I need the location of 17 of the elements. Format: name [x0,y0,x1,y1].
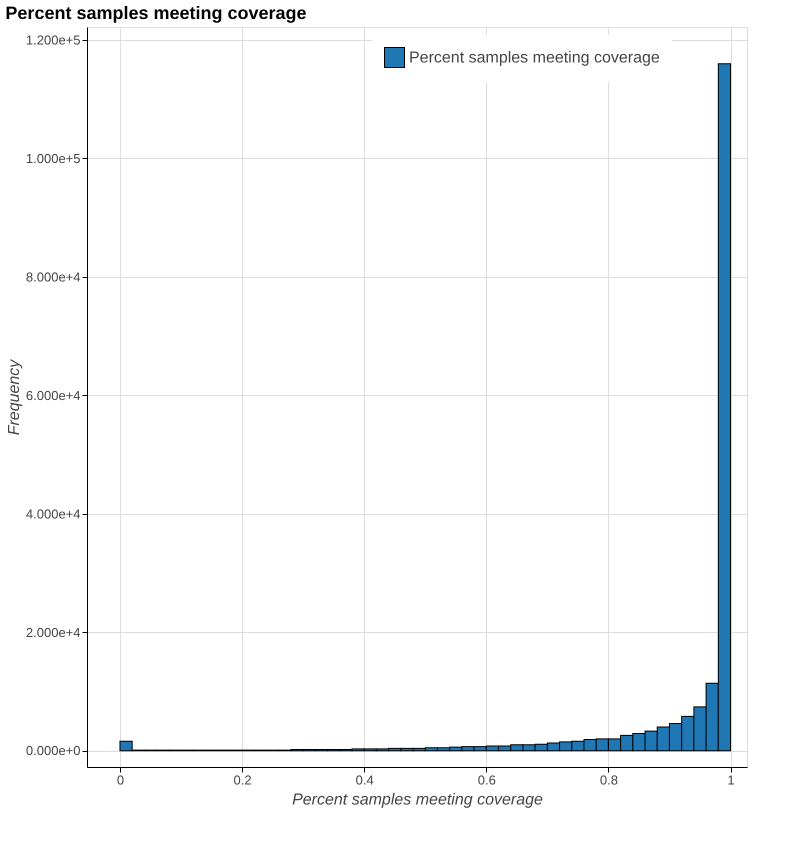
x-tick-label: 0.2 [234,772,252,788]
x-tick-label: 0.4 [356,772,374,788]
y-tick-label: 0.000e+0 [26,743,80,758]
x-axis-title: Percent samples meeting coverage [292,792,543,808]
x-tick-label: 0 [116,772,124,788]
x-tick-label: 0.6 [478,772,496,788]
y-tick-label: 1.000e+5 [26,150,80,166]
y-tick-label: 4.000e+4 [26,506,80,522]
y-tick-label: 6.000e+4 [26,388,80,403]
y-tick-label: 8.000e+4 [26,269,80,284]
y-axis-title: Frequency [6,358,23,436]
x-tick-label: 1 [727,772,735,788]
x-tick-label: 0.8 [600,772,618,788]
chart-title: Percent samples meeting coverage [5,3,307,23]
y-tick-label: 1.200e+5 [26,32,80,48]
y-tick-label: 2.000e+4 [26,624,80,640]
legend-label: Percent samples meeting coverage [409,50,660,66]
